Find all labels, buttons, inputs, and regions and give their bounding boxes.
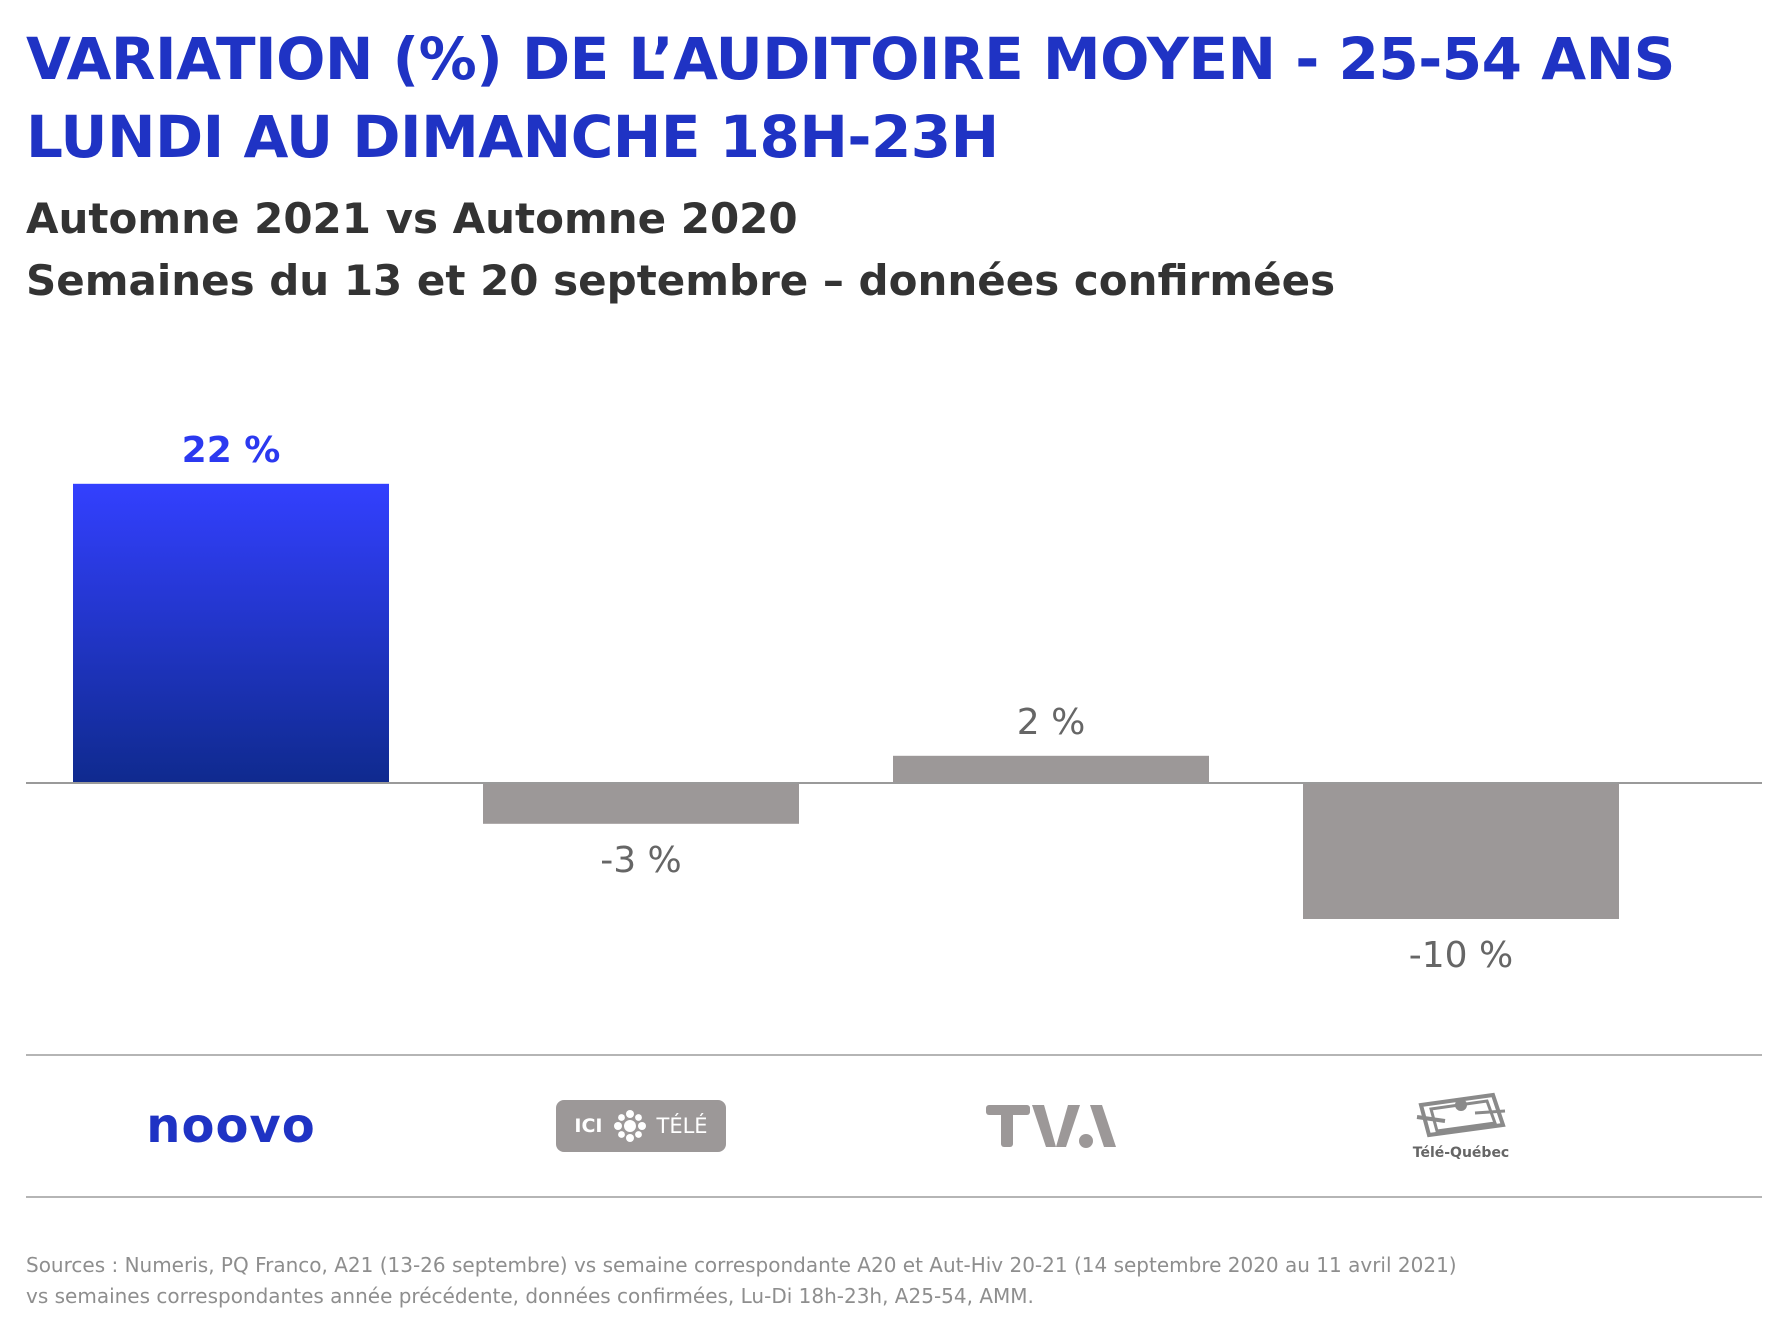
tele-quebec-logo: Télé-Québec — [1256, 1056, 1666, 1196]
ici-tele-badge: ICI TÉLÉ — [556, 1100, 726, 1152]
sources-line-1: Sources : Numeris, PQ Franco, A21 (13-26… — [26, 1253, 1457, 1277]
bar-noovo — [73, 483, 389, 783]
value-label-t-l-qu-bec: -10 % — [1409, 935, 1513, 976]
tva-wordmark-icon — [986, 1105, 1116, 1148]
value-label-noovo: 22 % — [182, 430, 281, 471]
noovo-wordmark: noovo — [146, 1098, 316, 1154]
bars-group — [73, 483, 1619, 919]
sources-line-2: vs semaines correspondantes année précéd… — [26, 1284, 1034, 1308]
bar-chart: 22 % -3 % 2 % -10 % — [26, 430, 1762, 976]
value-label-ici-t-l-: -3 % — [600, 840, 682, 881]
chart-title: VARIATION (%) DE L’AUDITOIRE MOYEN - 25-… — [26, 20, 1675, 176]
tele-wordmark: TÉLÉ — [656, 1114, 708, 1138]
ici-tele-logo: ICI TÉLÉ — [436, 1056, 846, 1196]
radio-canada-gem-icon — [613, 1110, 646, 1142]
bar-t-l-qu-bec — [1303, 783, 1619, 919]
ici-wordmark: ICI — [574, 1115, 603, 1137]
tele-quebec-wordmark: Télé-Québec — [1412, 1145, 1510, 1161]
bar-ici-t-l- — [483, 783, 799, 824]
noovo-logo: noovo — [26, 1056, 436, 1196]
chart-subtitle-line-2: Semaines du 13 et 20 septembre – données… — [26, 256, 1336, 305]
logos-top-separator — [26, 1054, 1762, 1056]
value-label-tva: 2 % — [1017, 702, 1086, 743]
tva-logo — [846, 1056, 1256, 1196]
channel-logos: noovo ICI TÉLÉ — [26, 1056, 1762, 1196]
bar-tva — [893, 755, 1209, 783]
chart-subtitle-line-1: Automne 2021 vs Automne 2020 — [26, 194, 798, 243]
sources-note: Sources : Numeris, PQ Franco, A21 (13-26… — [26, 1250, 1457, 1312]
tele-quebec-emblem-icon — [1416, 1092, 1506, 1138]
chart-subtitle: Automne 2021 vs Automne 2020 Semaines du… — [26, 188, 1335, 312]
chart-title-line-2: LUNDI AU DIMANCHE 18H-23H — [26, 103, 999, 171]
chart-title-line-1: VARIATION (%) DE L’AUDITOIRE MOYEN - 25-… — [26, 25, 1675, 93]
labels-group: 22 % -3 % 2 % -10 % — [182, 430, 1514, 976]
logos-bottom-separator — [26, 1196, 1762, 1198]
